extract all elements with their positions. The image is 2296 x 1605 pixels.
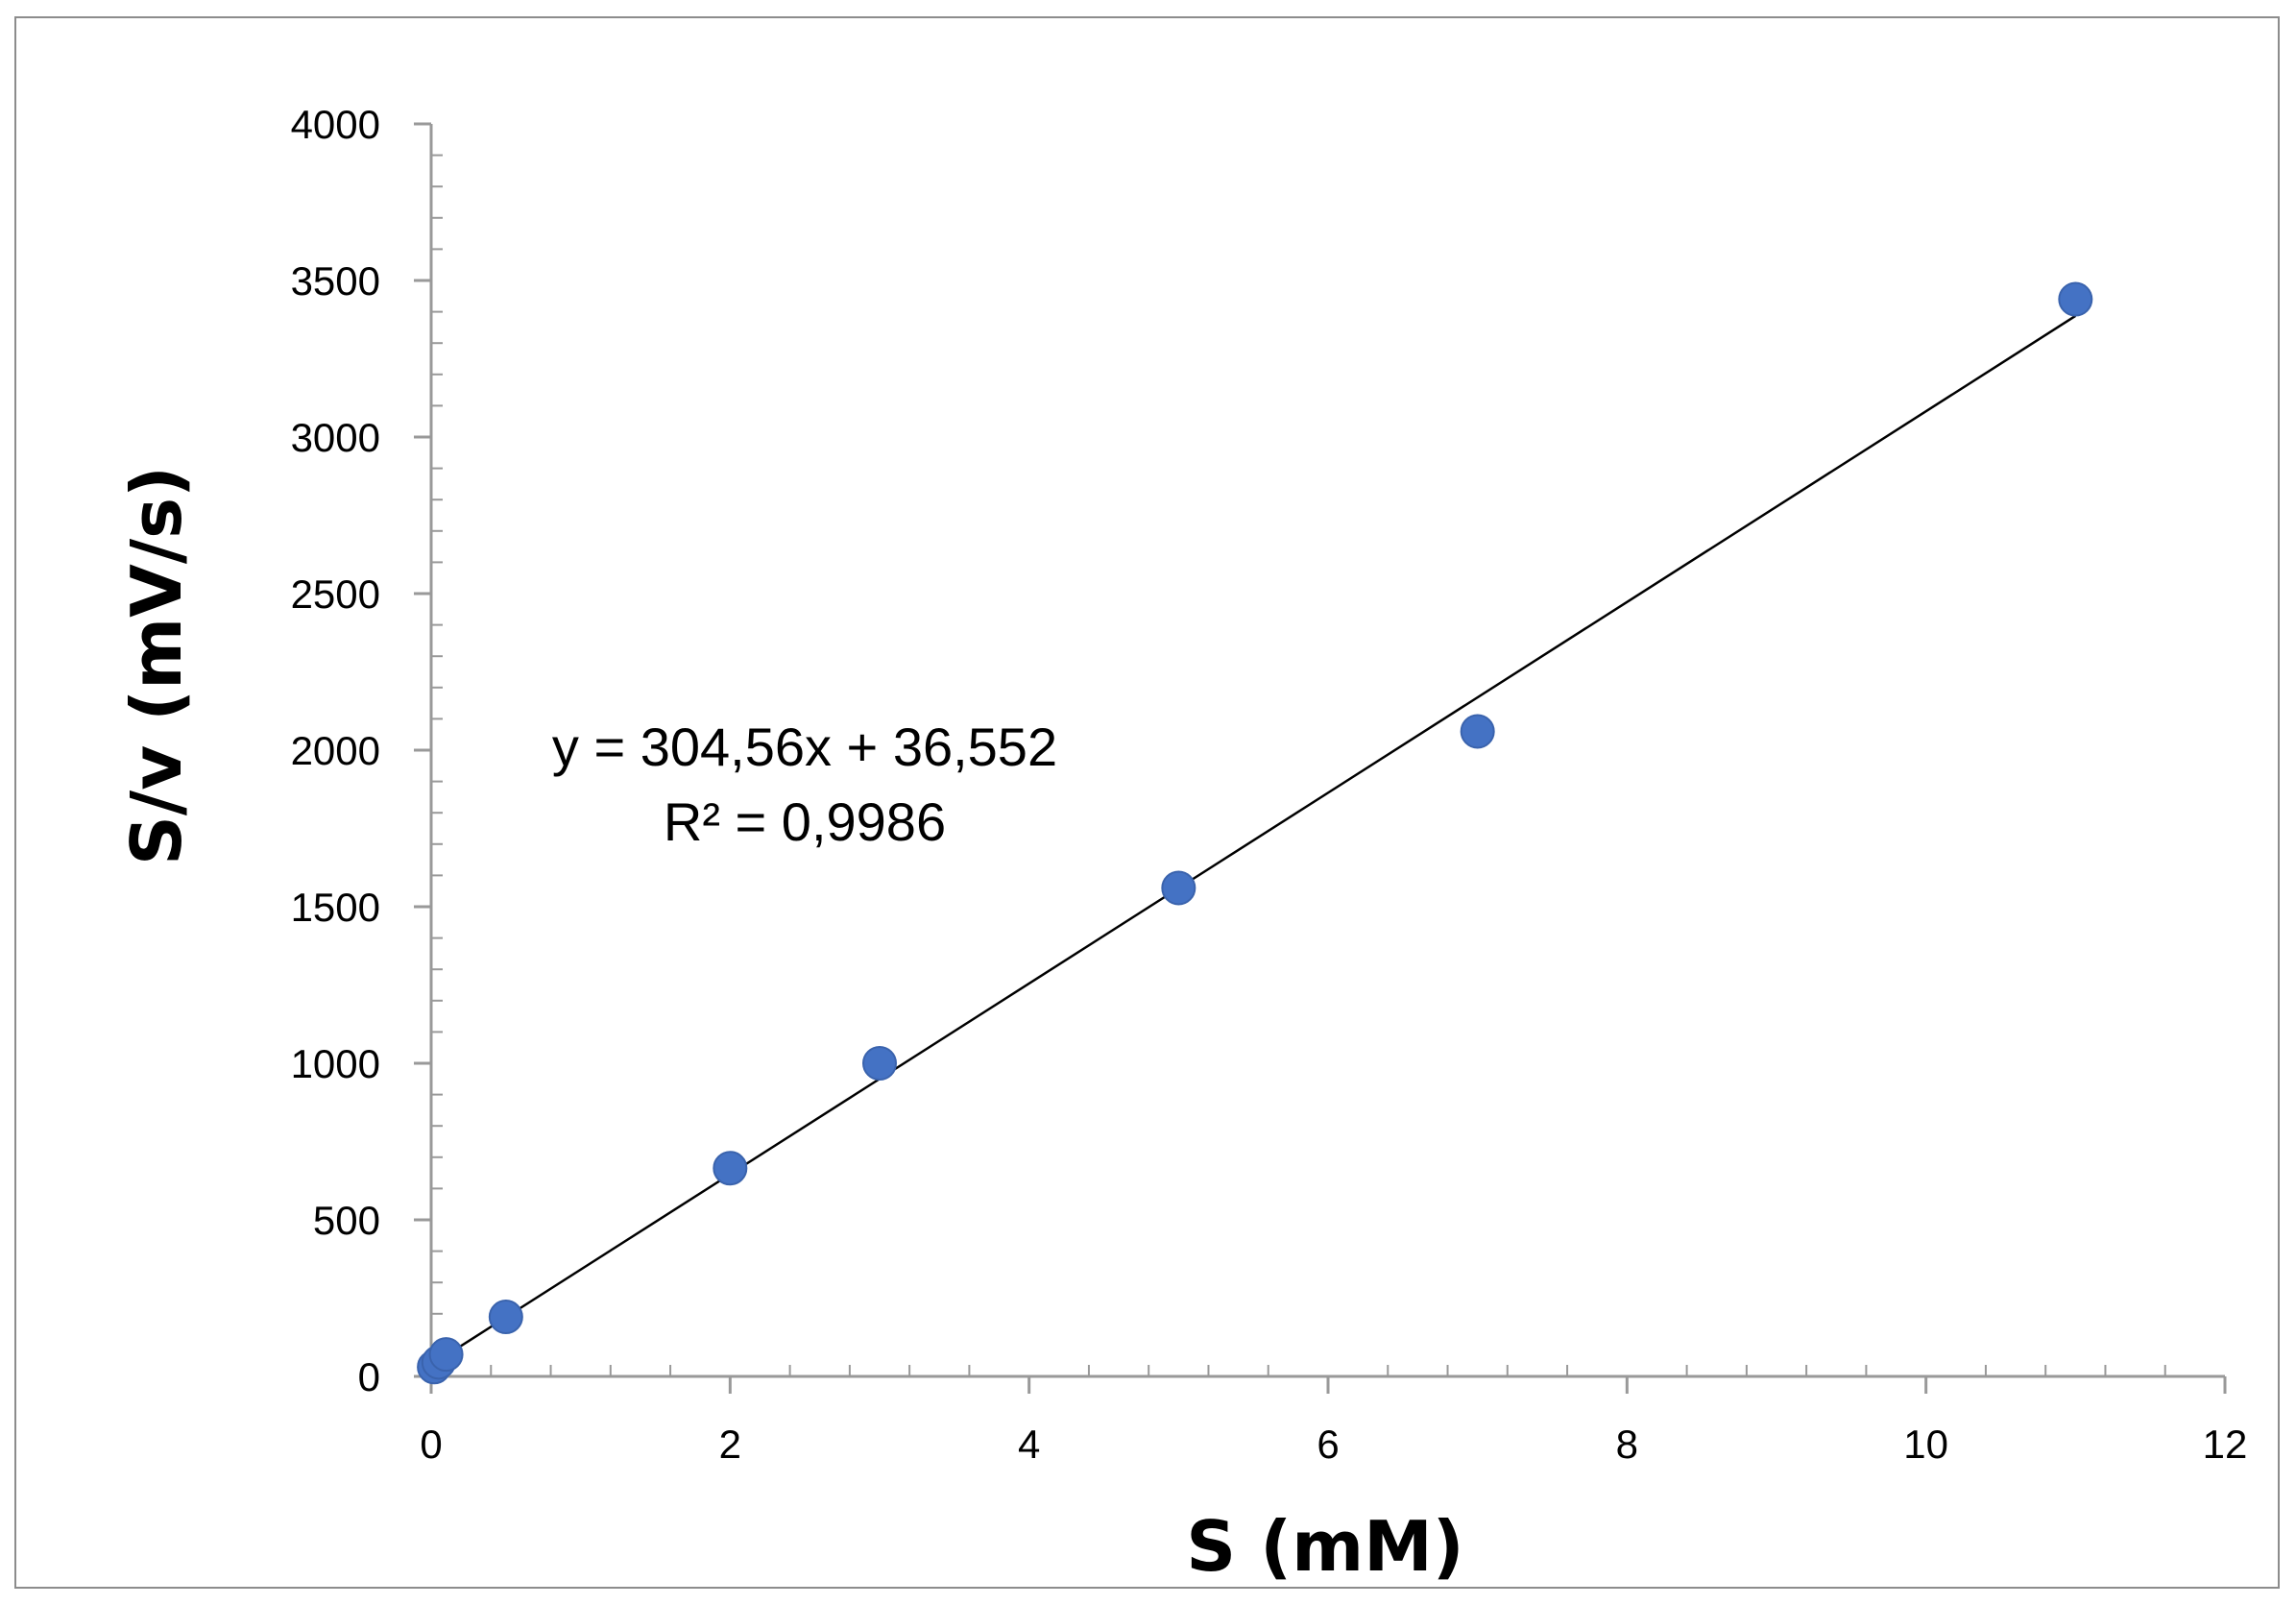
data-point [862,1046,897,1081]
data-point [488,1300,523,1335]
x-tick-label: 4 [1018,1422,1040,1467]
y-axis-title: S/v (mV/s) [116,466,197,865]
trendline-layer [433,314,2077,1365]
tick-labels: 0 500 1000 1500 2000 2500 3000 3500 4000 0 2 4 6 8 10 1… [291,102,2248,1467]
data-point [1460,714,1495,749]
data-point [428,1337,464,1373]
x-tick-label: 2 [719,1422,741,1467]
data-point [2058,281,2093,317]
r-squared-value: R² = 0,9986 [664,791,946,852]
y-tick-label: 4000 [291,102,380,147]
y-tick-label: 3500 [291,258,380,304]
y-tick-label: 2500 [291,571,380,617]
chart-frame [14,16,2280,1589]
x-tick-label: 8 [1616,1422,1638,1467]
y-tick-label: 3000 [291,415,380,460]
data-point [1161,870,1196,906]
data-points [417,281,2093,1385]
y-tick-label: 1000 [291,1041,380,1086]
y-tick-label: 0 [358,1354,380,1399]
x-tick-label: 6 [1317,1422,1339,1467]
y-tick-label: 500 [313,1198,380,1243]
x-tick-label: 10 [1903,1422,1948,1467]
y-tick-label: 2000 [291,728,380,773]
data-point [713,1151,748,1186]
x-axis-title: S (mM) [1186,1506,1463,1587]
trendline-equation: y = 304,56x + 36,552 [552,717,1057,777]
linear-trendline [433,314,2077,1365]
x-tick-label: 12 [2203,1422,2248,1467]
y-tick-label: 1500 [291,885,380,930]
axis-ticks [414,122,2227,1394]
x-tick-label: 0 [420,1422,442,1467]
